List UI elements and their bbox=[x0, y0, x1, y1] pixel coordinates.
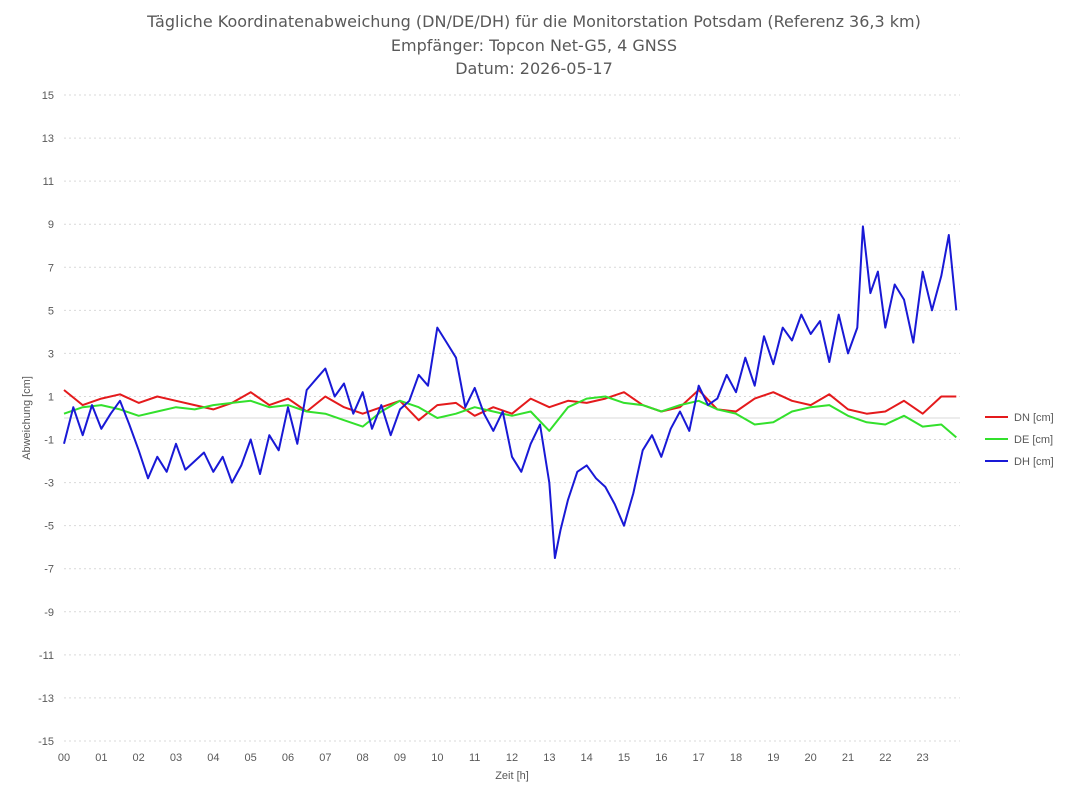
x-tick-label: 15 bbox=[618, 752, 630, 764]
x-tick-label: 23 bbox=[917, 752, 929, 764]
chart-title-line-3: Datum: 2026-05-17 bbox=[455, 59, 613, 78]
x-tick-label: 08 bbox=[357, 752, 369, 764]
series-line-dn bbox=[63, 389, 957, 422]
y-tick-label: -3 bbox=[44, 478, 54, 490]
x-tick-label: 06 bbox=[282, 752, 294, 764]
y-tick-label: 5 bbox=[48, 305, 54, 317]
legend-label: DH [cm] bbox=[1014, 456, 1054, 468]
x-tick-label: 11 bbox=[469, 752, 480, 764]
y-tick-label: 11 bbox=[43, 176, 54, 188]
y-tick-label: -7 bbox=[44, 564, 54, 576]
y-tick-label: 9 bbox=[48, 219, 54, 231]
x-tick-label: 14 bbox=[581, 752, 593, 764]
x-tick-label: 00 bbox=[58, 752, 70, 764]
y-tick-label: -9 bbox=[44, 607, 54, 619]
x-tick-label: 16 bbox=[655, 752, 667, 764]
y-tick-label: -15 bbox=[38, 736, 54, 748]
x-tick-label: 03 bbox=[170, 752, 182, 764]
x-tick-label: 10 bbox=[431, 752, 443, 764]
y-tick-label: 1 bbox=[48, 391, 54, 403]
y-tick-label: -1 bbox=[44, 435, 54, 447]
x-tick-label: 17 bbox=[693, 752, 705, 764]
x-tick-label: 21 bbox=[842, 752, 854, 764]
legend: DN [cm] DE [cm] DH [cm] bbox=[985, 412, 1054, 468]
x-tick-label: 01 bbox=[95, 752, 107, 764]
x-tick-label: 22 bbox=[879, 752, 891, 764]
x-tick-label: 20 bbox=[805, 752, 817, 764]
y-tick-label: -11 bbox=[39, 650, 54, 662]
x-axis-title: Zeit [h] bbox=[495, 770, 529, 782]
series-line-dh bbox=[63, 225, 958, 559]
chart-title-line-1: Tägliche Koordinatenabweichung (DN/DE/DH… bbox=[147, 12, 921, 31]
x-tick-label: 05 bbox=[245, 752, 257, 764]
x-tick-label: 07 bbox=[319, 752, 331, 764]
y-tick-label: 13 bbox=[42, 133, 54, 145]
x-tick-label: 13 bbox=[543, 752, 555, 764]
legend-label: DE [cm] bbox=[1014, 434, 1053, 446]
x-axis-ticks: 00 01 02 03 04 05 06 07 08 09 10 11 12 13 14 15 16 17 18 19… bbox=[58, 752, 929, 764]
y-axis-title: Abweichung [cm] bbox=[21, 376, 33, 460]
y-tick-label: 15 bbox=[42, 90, 54, 102]
y-tick-label: -13 bbox=[38, 693, 54, 705]
chart-title-line-2: Empfänger: Topcon Net-G5, 4 GNSS bbox=[390, 36, 678, 55]
grid-lines bbox=[64, 94, 960, 742]
series-lines bbox=[63, 225, 958, 559]
series-line-de bbox=[63, 395, 957, 439]
x-tick-label: 09 bbox=[394, 752, 406, 764]
y-axis-ticks: 15 13 11 9 7 5 3 1 -1 -3 -5 -7 -9 -11 -13 -15 bbox=[38, 90, 54, 748]
x-tick-label: 04 bbox=[207, 752, 219, 764]
legend-label: DN [cm] bbox=[1014, 412, 1054, 424]
y-tick-label: 7 bbox=[48, 262, 54, 274]
x-tick-label: 12 bbox=[506, 752, 518, 764]
y-tick-label: -5 bbox=[44, 521, 54, 533]
x-tick-label: 18 bbox=[730, 752, 742, 764]
x-tick-label: 02 bbox=[133, 752, 145, 764]
y-tick-label: 3 bbox=[48, 348, 54, 360]
x-tick-label: 19 bbox=[767, 752, 779, 764]
